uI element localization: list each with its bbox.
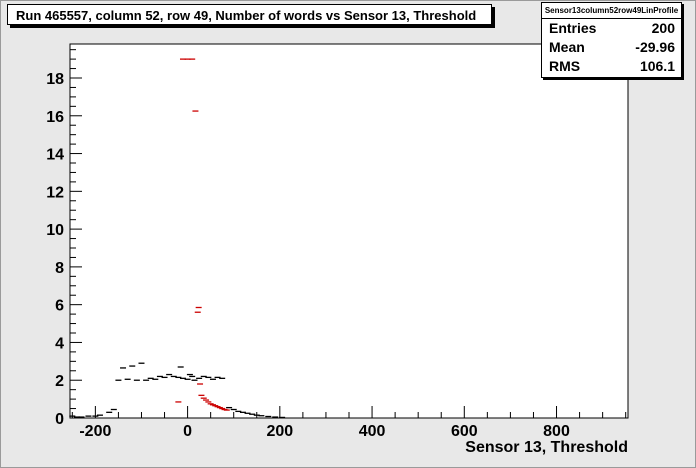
y-tick-label: 10 (46, 222, 64, 239)
y-tick-label: 8 (55, 260, 64, 277)
x-tick-label: 800 (543, 423, 570, 440)
plot-frame (69, 43, 629, 419)
axes: 0 2 4 6 8 10 12 14 16 18 -200 0 200 400 600 800 (46, 49, 627, 440)
y-tick-label: 12 (46, 184, 64, 201)
stats-mean-label: Mean (549, 39, 585, 55)
y-tick-label: 6 (55, 298, 64, 315)
stats-row-rms: RMS 106.1 (542, 57, 681, 76)
x-axis-label: Sensor 13, Threshold (465, 439, 628, 456)
data-marks (69, 58, 286, 419)
y-tick-label: 2 (55, 373, 64, 390)
x-tick-label: 0 (183, 423, 192, 440)
x-tick-label: -200 (79, 423, 111, 440)
stats-rms-label: RMS (549, 58, 581, 74)
x-tick-label: 600 (451, 423, 478, 440)
chart-title: Run 465557, column 52, row 49, Number of… (7, 4, 492, 25)
y-tick-label: 0 (55, 411, 64, 428)
stats-mean-value: -29.96 (635, 39, 675, 55)
x-tick-label: 200 (266, 423, 293, 440)
x-tick-label: 400 (359, 423, 386, 440)
stats-row-mean: Mean -29.96 (542, 38, 681, 57)
stats-row-entries: Entries 200 (542, 19, 681, 38)
y-tick-label: 4 (55, 335, 64, 352)
y-tick-label: 14 (46, 147, 64, 164)
stats-box: Sensor13column52row49LinProfile Entries … (541, 2, 682, 78)
stats-rms-value: 106.1 (639, 58, 675, 74)
stats-histogram-name: Sensor13column52row49LinProfile (542, 3, 681, 19)
stats-entries-value: 200 (651, 20, 675, 36)
y-tick-label: 16 (46, 109, 64, 126)
y-tick-label: 18 (46, 71, 64, 88)
stats-entries-label: Entries (549, 20, 597, 36)
